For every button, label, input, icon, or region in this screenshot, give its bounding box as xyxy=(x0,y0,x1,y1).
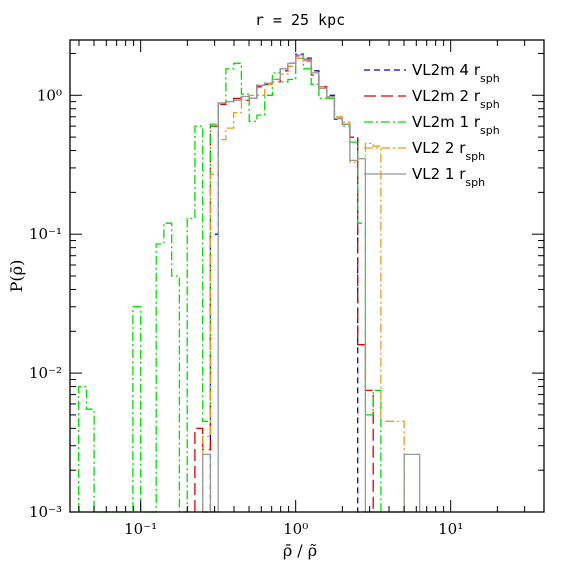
chart-title: r = 25 kpc xyxy=(255,11,345,29)
legend-label-5: VL2 1 rsph xyxy=(412,165,485,189)
x-tick-label: 10⁰ xyxy=(283,520,308,538)
series-line-3 xyxy=(78,57,382,513)
y-tick-label: 10⁻¹ xyxy=(29,225,62,243)
x-axis-label: ρ̄ / ρ̃ xyxy=(283,541,317,560)
series-line-5 xyxy=(202,54,421,513)
ticks-layer xyxy=(70,40,545,513)
y-tick-label: 10⁻³ xyxy=(29,503,62,521)
series-layer xyxy=(78,53,421,513)
plot-frame xyxy=(69,39,545,513)
x-tick-label: 10¹ xyxy=(438,520,463,538)
y-tick-label: 10⁻² xyxy=(29,364,62,382)
legend-label-3: VL2m 1 rsph xyxy=(412,113,500,137)
legend-label-2: VL2m 2 rsph xyxy=(412,87,500,111)
series-line-1 xyxy=(202,53,366,513)
legend-label-1: VL2m 4 rsph xyxy=(412,61,500,85)
y-tick-label: 10⁰ xyxy=(37,86,62,104)
x-tick-label: 10⁻¹ xyxy=(124,520,157,538)
legend-label-4: VL2 2 rsph xyxy=(412,139,485,163)
series-line-4 xyxy=(202,57,405,512)
y-tick-labels: 10⁻³ 10⁻² 10⁻¹ 10⁰ xyxy=(29,86,62,521)
y-axis-label: P(ρ̄) xyxy=(7,260,26,293)
x-tick-labels: 10⁻¹ 10⁰ 10¹ xyxy=(124,520,463,538)
